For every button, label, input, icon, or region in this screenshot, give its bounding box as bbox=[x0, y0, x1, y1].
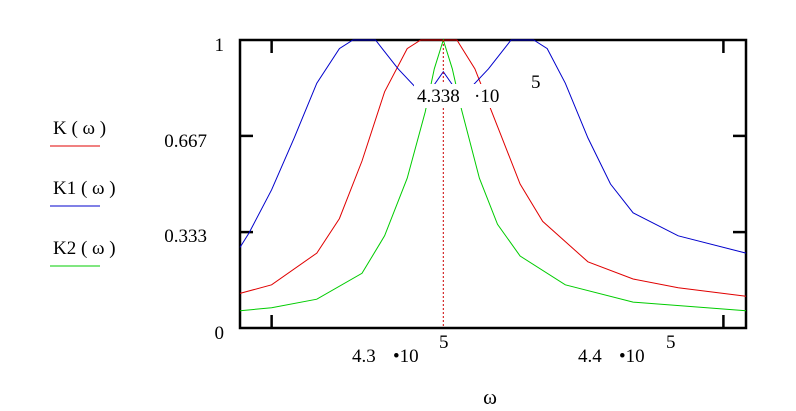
legend-label-K1: K1 ( ω ) bbox=[53, 178, 116, 199]
y-tick-label: 0 bbox=[215, 323, 225, 344]
x-tick-times: •10 bbox=[393, 346, 419, 367]
x-tick-mantissa: 4.3 bbox=[352, 346, 376, 367]
marker-times: ·10 bbox=[474, 86, 499, 107]
series-line-K1 bbox=[239, 39, 747, 254]
plot-frame bbox=[238, 38, 748, 330]
x-tick-label: 4.3 •10 5 bbox=[352, 332, 449, 367]
x-tick-exponent: 5 bbox=[666, 332, 676, 353]
series-line-K bbox=[239, 39, 747, 297]
tick-marks bbox=[240, 40, 746, 328]
y-tick-label: 0.333 bbox=[164, 226, 207, 247]
marker-mantissa: 4.338 bbox=[417, 86, 460, 107]
legend-label-K2: K2 ( ω ) bbox=[53, 238, 116, 259]
marker-exponent: 5 bbox=[531, 72, 541, 93]
legend-label-K: K ( ω ) bbox=[53, 118, 106, 139]
series-lines bbox=[239, 38, 747, 312]
x-tick-label: 4.4 •10 5 bbox=[578, 332, 676, 367]
y-tick-label: 0.667 bbox=[164, 131, 207, 152]
marker-label: 4.338 ·10 5 bbox=[417, 72, 541, 107]
x-tick-mantissa: 4.4 bbox=[578, 346, 602, 367]
series-line-K2 bbox=[239, 38, 747, 312]
marker-label-bg bbox=[414, 84, 558, 108]
x-tick-times: •10 bbox=[619, 346, 645, 367]
y-tick-label: 1 bbox=[215, 35, 225, 56]
x-axis-label: ω bbox=[483, 385, 497, 409]
x-tick-exponent: 5 bbox=[439, 332, 449, 353]
legend: K ( ω ) K1 ( ω ) K2 ( ω ) bbox=[50, 118, 116, 267]
